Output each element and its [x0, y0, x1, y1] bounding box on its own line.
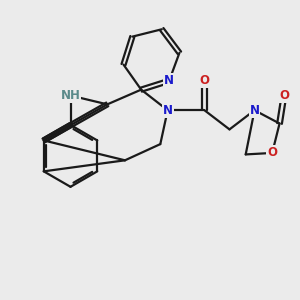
- Text: O: O: [200, 74, 209, 87]
- Text: N: N: [164, 74, 174, 87]
- Text: NH: NH: [61, 89, 80, 102]
- Text: O: O: [279, 89, 289, 102]
- Text: N: N: [250, 104, 260, 117]
- Text: N: N: [163, 104, 173, 117]
- Text: O: O: [267, 146, 277, 159]
